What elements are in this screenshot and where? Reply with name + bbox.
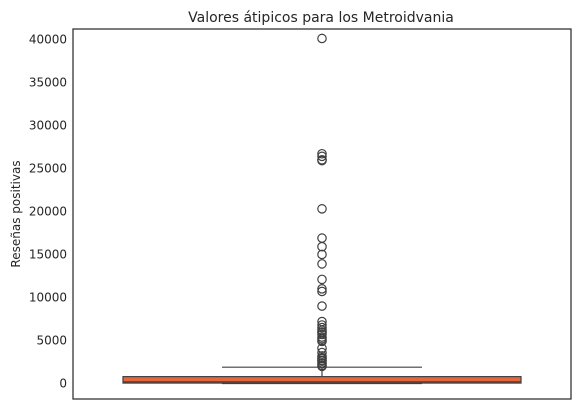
outlier-point	[317, 249, 327, 260]
outlier-point	[317, 155, 327, 166]
outlier-point	[317, 284, 327, 294]
outlier-point	[317, 148, 327, 159]
y-tick-label: 0	[59, 377, 67, 391]
outlier-point	[317, 320, 327, 330]
outlier-point	[317, 329, 327, 340]
y-tick-label: 20000	[29, 204, 67, 218]
outlier-point	[317, 322, 327, 333]
outlier-point	[317, 274, 327, 285]
outlier-point	[317, 259, 327, 269]
box-group	[122, 366, 522, 385]
y-tick-label: 25000	[29, 161, 67, 175]
chart-title: Valores átipicos para los Metroidvania	[188, 10, 454, 26]
outlier-point	[317, 204, 327, 214]
outlier-point	[317, 336, 327, 347]
y-tick-label: 5000	[36, 333, 67, 347]
y-tick-label: 35000	[29, 75, 67, 89]
outlier-point	[317, 286, 327, 297]
outlier-point	[317, 241, 327, 252]
outlier-point	[317, 33, 327, 44]
y-tick-label: 10000	[29, 290, 67, 304]
y-tick-labels: 0 5000 10000 15000 20000 25000 30000 35000 40000	[29, 32, 67, 390]
outlier-point	[317, 151, 327, 162]
outlier-point	[317, 343, 327, 354]
outlier-point	[317, 301, 327, 311]
outlier-point	[317, 361, 327, 372]
outlier-points	[317, 33, 327, 372]
y-axis-label: Reseñas positivas	[9, 160, 23, 267]
y-tick-label: 40000	[29, 32, 67, 46]
box-iqr	[122, 376, 522, 384]
y-tick-label: 30000	[29, 118, 67, 132]
y-tick-label: 15000	[29, 247, 67, 261]
